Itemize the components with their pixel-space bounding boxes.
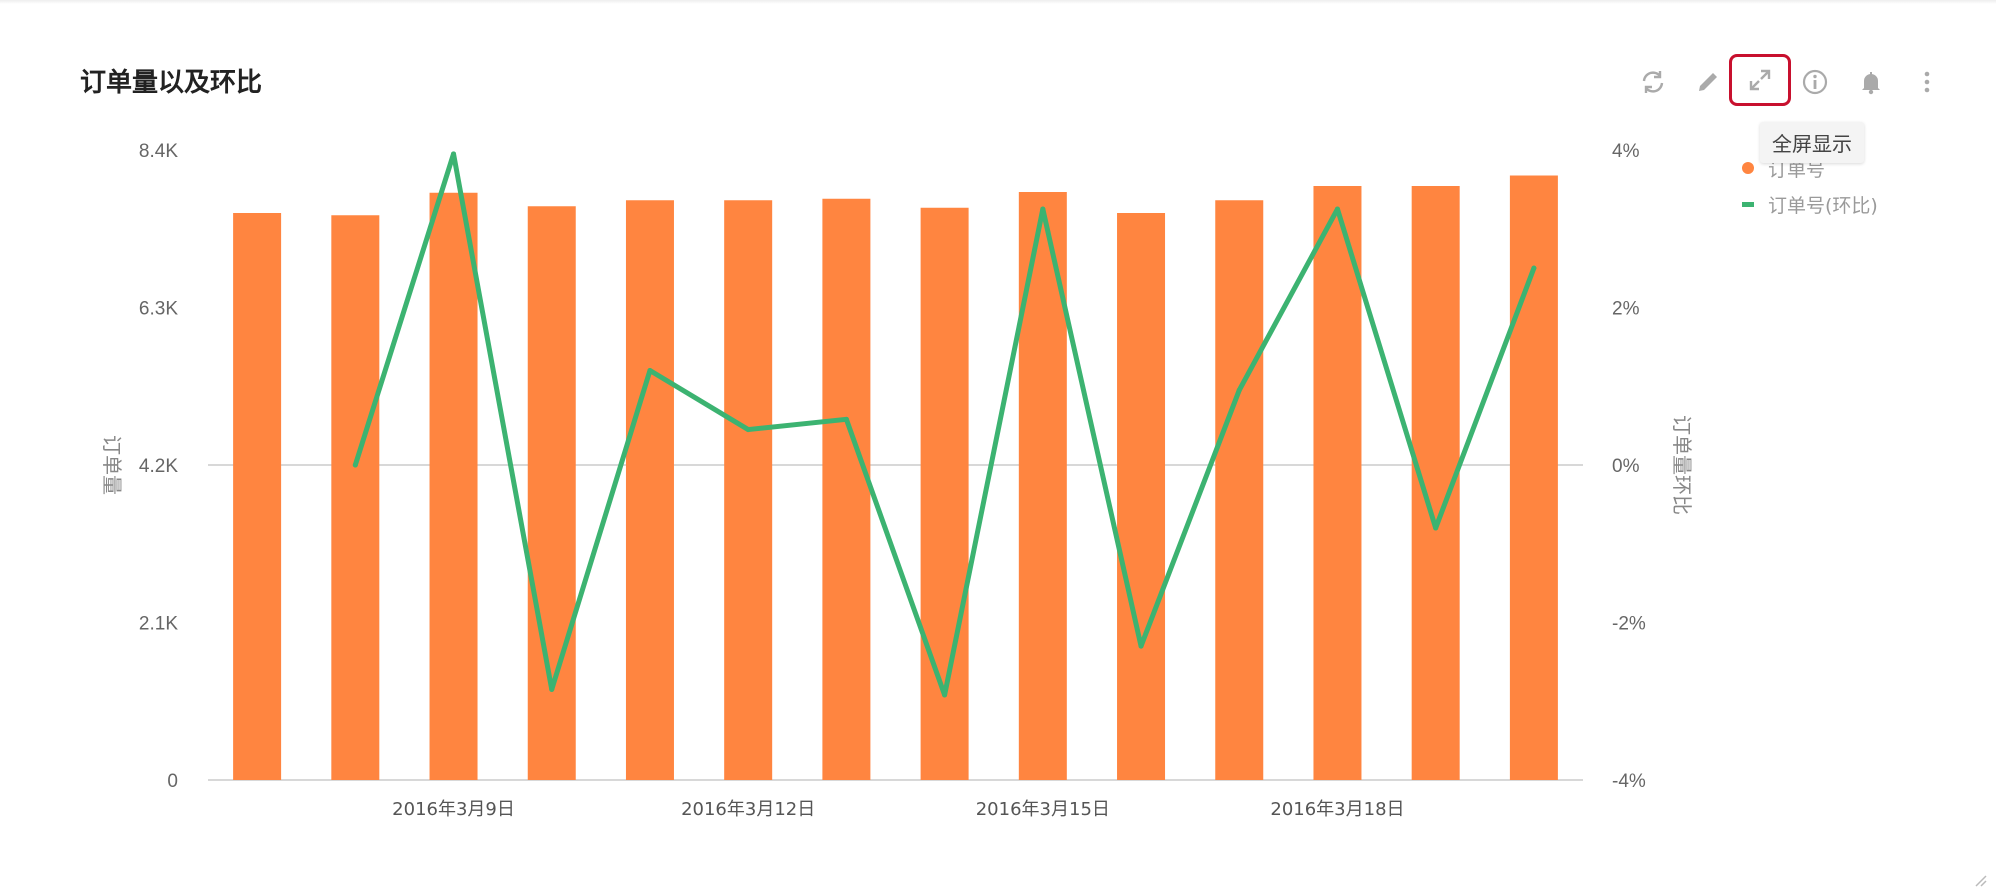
top-shadow — [0, 0, 1996, 4]
line-point — [451, 151, 457, 157]
y-tick-label: 0 — [167, 771, 178, 792]
resize-handle-icon[interactable] — [1972, 872, 1988, 888]
bell-button[interactable] — [1846, 58, 1896, 106]
chart-title: 订单量以及环比 — [80, 68, 263, 98]
legend-label-bar: 订单号 — [1768, 158, 1826, 181]
more-button[interactable] — [1902, 58, 1952, 106]
line-point — [647, 368, 653, 373]
y2-tick-label: 2% — [1612, 299, 1640, 320]
more-icon — [1924, 71, 1930, 93]
y-tick-label: 8.4K — [139, 141, 178, 162]
y-tick-label: 6.3K — [139, 299, 178, 320]
bar — [233, 213, 282, 780]
line-point — [1040, 206, 1046, 212]
legend-swatch-line — [1742, 201, 1754, 207]
bar — [1215, 200, 1264, 780]
bar — [527, 206, 576, 780]
legend-item-line[interactable]: 订单号(环比) — [1740, 186, 1878, 222]
y2-axis-title: 订单量环比 — [1670, 415, 1694, 515]
bell-icon — [1862, 72, 1880, 95]
line-point — [745, 427, 751, 433]
bar — [822, 198, 871, 780]
legend-item-bar[interactable]: 订单号 — [1740, 150, 1878, 186]
bar — [1509, 175, 1558, 780]
x-tick-label: 2016年3月18日 — [1270, 799, 1404, 820]
y2-tick-label: -2% — [1612, 614, 1646, 635]
bar — [625, 200, 674, 780]
fullscreen-button[interactable] — [1729, 54, 1791, 106]
line-point — [1531, 265, 1537, 271]
legend-label-line: 订单号(环比) — [1768, 194, 1878, 217]
bar — [429, 192, 478, 780]
info-icon — [1802, 69, 1828, 95]
line-point — [843, 416, 849, 422]
line-point — [1433, 525, 1439, 531]
y-axis-title: 订单量 — [100, 435, 124, 495]
y2-tick-label: 4% — [1612, 141, 1640, 162]
toolbar — [1620, 54, 1960, 108]
line-point — [549, 686, 555, 692]
legend-swatch-bar — [1742, 162, 1754, 174]
fullscreen-tooltip: 全屏显示 — [1760, 122, 1864, 163]
bar — [1313, 186, 1362, 780]
x-tick-label: 2016年3月9日 — [392, 799, 515, 820]
x-tick-label: 2016年3月12日 — [681, 799, 815, 820]
line-point — [352, 462, 358, 468]
bar — [1117, 213, 1166, 780]
chart-legend: 订单号 订单号(环比) — [1740, 150, 1878, 222]
line-point — [1236, 387, 1242, 393]
refresh-icon — [1642, 71, 1664, 93]
y2-tick-label: -4% — [1612, 771, 1646, 792]
bar — [724, 200, 773, 780]
fullscreen-icon — [1749, 69, 1771, 91]
refresh-button[interactable] — [1628, 58, 1678, 106]
y2-tick-label: 0% — [1612, 456, 1640, 477]
y-tick-label: 2.1K — [139, 614, 178, 635]
line-point — [1138, 643, 1144, 649]
edit-button[interactable] — [1683, 58, 1733, 106]
edit-icon — [1699, 73, 1717, 91]
bar — [331, 215, 380, 780]
y-tick-label: 4.2K — [139, 456, 178, 477]
line-point — [942, 692, 948, 698]
line-point — [1334, 206, 1340, 212]
x-tick-label: 2016年3月15日 — [976, 799, 1110, 820]
info-button[interactable] — [1790, 58, 1840, 106]
